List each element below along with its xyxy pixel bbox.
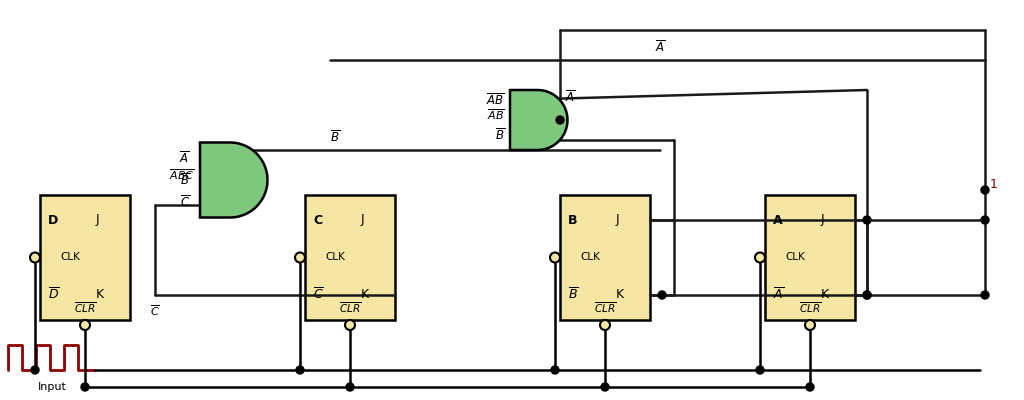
Text: J: J	[96, 214, 99, 226]
Text: $\overline{CLR}$: $\overline{CLR}$	[594, 300, 616, 315]
Text: $\overline{A}\overline{B}$: $\overline{A}\overline{B}$	[486, 92, 505, 108]
Text: CLK: CLK	[580, 252, 600, 262]
PathPatch shape	[200, 142, 267, 218]
Circle shape	[981, 216, 989, 224]
Text: CLK: CLK	[785, 252, 805, 262]
Text: A: A	[773, 214, 782, 226]
Text: $\overline{CLR}$: $\overline{CLR}$	[799, 300, 821, 315]
Text: $\overline{B}$: $\overline{B}$	[180, 172, 190, 188]
Text: J: J	[615, 214, 620, 226]
Text: C: C	[313, 214, 323, 226]
Text: $\overline{A}$: $\overline{A}$	[654, 40, 666, 55]
Circle shape	[981, 291, 989, 299]
Circle shape	[806, 383, 814, 391]
Text: CLK: CLK	[60, 252, 80, 262]
Text: B: B	[568, 214, 578, 226]
Circle shape	[296, 366, 304, 374]
Text: $\overline{C}$: $\overline{C}$	[180, 194, 190, 210]
Text: K: K	[96, 288, 103, 302]
FancyBboxPatch shape	[765, 195, 855, 320]
Text: $\overline{A}\overline{B}\overline{C}$: $\overline{A}\overline{B}\overline{C}$	[169, 168, 195, 182]
Circle shape	[601, 383, 609, 391]
Text: $\overline{D}$: $\overline{D}$	[48, 287, 59, 303]
Circle shape	[863, 291, 871, 299]
Text: $\overline{B}$: $\overline{B}$	[330, 130, 340, 145]
Text: J: J	[821, 214, 824, 226]
Text: $\overline{A}\overline{B}$: $\overline{A}\overline{B}$	[487, 108, 505, 122]
Text: $\overline{A}$: $\overline{A}$	[773, 287, 784, 303]
Circle shape	[755, 252, 765, 262]
Text: $\overline{C}$: $\overline{C}$	[313, 287, 324, 303]
Circle shape	[600, 320, 610, 330]
FancyBboxPatch shape	[560, 195, 650, 320]
FancyBboxPatch shape	[305, 195, 395, 320]
Text: D: D	[48, 214, 58, 226]
Text: Input: Input	[38, 382, 67, 392]
Text: K: K	[360, 288, 369, 302]
FancyBboxPatch shape	[40, 195, 130, 320]
Circle shape	[863, 216, 871, 224]
Text: $\overline{B}$: $\overline{B}$	[568, 287, 579, 303]
Text: J: J	[360, 214, 365, 226]
Text: $\overline{CLR}$: $\overline{CLR}$	[339, 300, 361, 315]
Text: $\overline{B}$: $\overline{B}$	[495, 127, 505, 143]
Text: CLK: CLK	[325, 252, 345, 262]
Circle shape	[658, 291, 666, 299]
Text: $\overline{C}$: $\overline{C}$	[151, 303, 160, 318]
Circle shape	[556, 116, 564, 124]
Text: K: K	[615, 288, 624, 302]
Circle shape	[81, 383, 89, 391]
Circle shape	[80, 320, 90, 330]
Circle shape	[295, 252, 305, 262]
Circle shape	[756, 366, 764, 374]
Circle shape	[863, 291, 871, 299]
Circle shape	[550, 252, 560, 262]
Circle shape	[30, 252, 40, 262]
Text: $\overline{A}$: $\overline{A}$	[565, 90, 575, 105]
Text: $\overline{CLR}$: $\overline{CLR}$	[74, 300, 96, 315]
Text: $\overline{A}$: $\overline{A}$	[179, 150, 190, 166]
Text: 1: 1	[990, 178, 997, 192]
Circle shape	[346, 383, 354, 391]
Circle shape	[31, 366, 39, 374]
PathPatch shape	[510, 90, 567, 150]
Circle shape	[551, 366, 559, 374]
Circle shape	[345, 320, 355, 330]
Text: K: K	[821, 288, 828, 302]
Circle shape	[805, 320, 815, 330]
Circle shape	[981, 186, 989, 194]
